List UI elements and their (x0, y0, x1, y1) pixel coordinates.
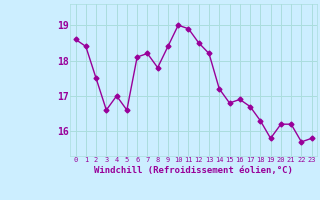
X-axis label: Windchill (Refroidissement éolien,°C): Windchill (Refroidissement éolien,°C) (94, 166, 293, 175)
